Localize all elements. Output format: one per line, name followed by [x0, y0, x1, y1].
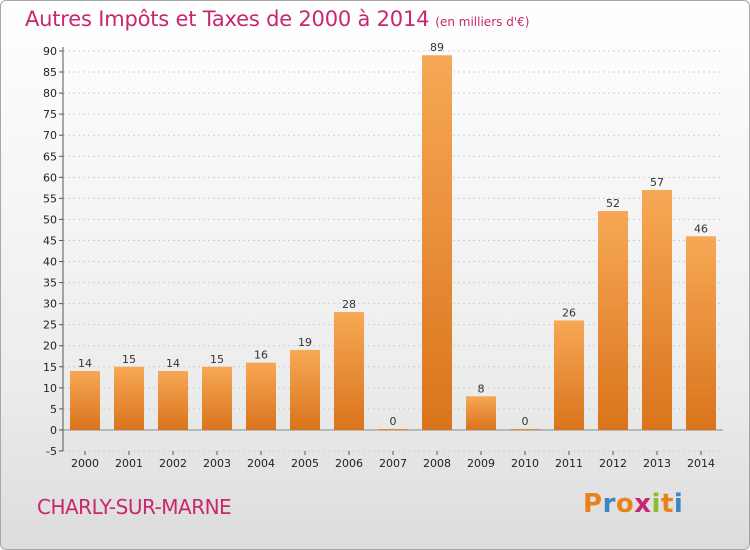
logo-letter: i: [651, 489, 661, 519]
bar: [246, 362, 276, 430]
chart-title-row: Autres Impôts et Taxes de 2000 à 2014 (en…: [25, 7, 529, 31]
bar: [554, 320, 584, 430]
x-tick-label: 2006: [335, 457, 363, 470]
y-tick-label: 70: [43, 129, 57, 142]
x-tick-label: 2000: [71, 457, 99, 470]
x-tick-label: 2002: [159, 457, 187, 470]
x-tick-label: 2004: [247, 457, 275, 470]
y-tick-label: 40: [43, 256, 57, 269]
data-label: 14: [78, 357, 92, 370]
logo-letter: r: [602, 489, 616, 519]
x-tick-label: 2003: [203, 457, 231, 470]
data-label: 15: [210, 353, 224, 366]
bar: [598, 211, 628, 430]
y-tick-label: 5: [50, 403, 57, 416]
bar: [466, 396, 496, 430]
bar: [202, 366, 232, 430]
y-tick-label: 45: [43, 234, 57, 247]
data-label: 52: [606, 197, 620, 210]
x-tick-label: 2011: [555, 457, 583, 470]
data-label: 46: [694, 222, 708, 235]
logo-letter: i: [673, 489, 684, 519]
x-tick-label: 2008: [423, 457, 451, 470]
bar: [378, 428, 408, 430]
bar: [70, 371, 100, 430]
bar: [642, 189, 672, 430]
y-tick-label: 35: [43, 277, 57, 290]
logo-letter: x: [634, 489, 652, 519]
x-tick-label: 2014: [687, 457, 715, 470]
data-label: 0: [390, 415, 397, 428]
chart-unit: (en milliers d'€): [435, 15, 530, 29]
logo-letter: P: [583, 489, 603, 519]
bar: [290, 349, 320, 430]
data-label: 15: [122, 353, 136, 366]
y-tick-label: 75: [43, 108, 57, 121]
data-label: 0: [522, 415, 529, 428]
y-tick-label: -5: [46, 445, 57, 458]
x-tick-label: 2001: [115, 457, 143, 470]
x-tick-label: 2012: [599, 457, 627, 470]
proxiti-logo: Proxiti: [583, 489, 683, 519]
y-tick-label: 20: [43, 340, 57, 353]
bar: [510, 428, 540, 430]
y-tick-label: 80: [43, 87, 57, 100]
bar: [114, 366, 144, 430]
data-label: 89: [430, 41, 444, 54]
x-tick-label: 2007: [379, 457, 407, 470]
data-label: 8: [478, 382, 485, 395]
y-tick-label: 85: [43, 66, 57, 79]
data-label: 19: [298, 336, 312, 349]
y-tick-label: 25: [43, 319, 57, 332]
x-tick-label: 2009: [467, 457, 495, 470]
bar: [158, 371, 188, 430]
y-tick-label: 10: [43, 382, 57, 395]
bar: [422, 55, 452, 430]
logo-letter: o: [615, 489, 635, 519]
x-tick-label: 2013: [643, 457, 671, 470]
location-name: CHARLY-SUR-MARNE: [37, 495, 232, 519]
data-label: 14: [166, 357, 180, 370]
y-tick-label: 50: [43, 213, 57, 226]
y-tick-label: 0: [50, 424, 57, 437]
data-label: 16: [254, 349, 268, 362]
y-tick-label: 30: [43, 298, 57, 311]
y-tick-label: 55: [43, 192, 57, 205]
bar: [686, 236, 716, 430]
y-tick-label: 15: [43, 361, 57, 374]
bar: [334, 312, 364, 430]
data-label: 26: [562, 306, 576, 319]
x-tick-label: 2010: [511, 457, 539, 470]
y-tick-label: 65: [43, 150, 57, 163]
x-tick-label: 2005: [291, 457, 319, 470]
data-label: 57: [650, 176, 664, 189]
y-tick-label: 90: [43, 45, 57, 58]
logo-letter: t: [660, 489, 674, 519]
data-label: 28: [342, 298, 356, 311]
y-tick-label: 60: [43, 171, 57, 184]
chart-title: Autres Impôts et Taxes de 2000 à 2014: [25, 7, 430, 31]
